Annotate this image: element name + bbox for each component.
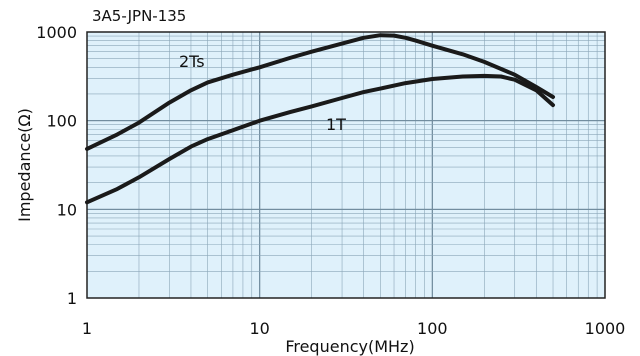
series-label-2ts: 2Ts <box>179 52 205 71</box>
y-axis-title: Impedance(Ω) <box>15 108 34 222</box>
y-tick-label: 1 <box>67 289 77 308</box>
y-tick-label: 10 <box>57 200 77 219</box>
x-tick-label: 100 <box>417 319 448 338</box>
y-tick-label: 100 <box>46 112 77 131</box>
x-tick-label: 1000 <box>585 319 626 338</box>
y-tick-labels: 1 10 100 1000 <box>36 23 77 308</box>
y-tick-label: 1000 <box>36 23 77 42</box>
plot-area <box>87 32 605 298</box>
series-line-1t <box>85 73 555 205</box>
series-line-2ts <box>85 33 555 151</box>
series-label-1t: 1T <box>326 115 346 134</box>
plot-frame <box>86 31 606 299</box>
series-layer <box>85 33 555 205</box>
x-tick-labels: 1 10 100 1000 <box>82 319 625 338</box>
x-tick-label: 10 <box>249 319 269 338</box>
chart-title: 3A5-JPN-135 <box>92 7 186 25</box>
x-axis-title: Frequency(MHz) <box>285 337 414 356</box>
x-tick-label: 1 <box>82 319 92 338</box>
